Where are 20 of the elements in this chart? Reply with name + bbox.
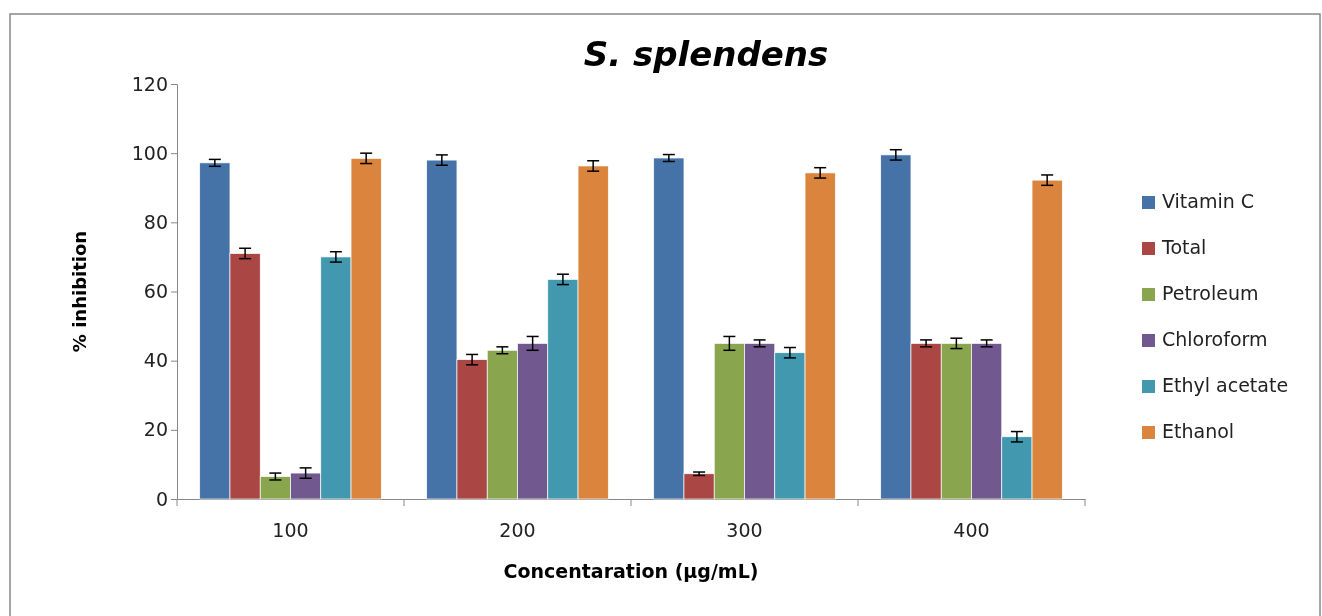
x-tick-label: 200 bbox=[499, 519, 536, 541]
x-tick-label: 400 bbox=[953, 519, 990, 541]
legend-label: Ethanol bbox=[1162, 420, 1235, 442]
y-tick-label: 60 bbox=[143, 280, 168, 303]
chart-title: S. splendens bbox=[583, 34, 829, 74]
x-tick-label: 100 bbox=[272, 519, 309, 541]
x-axis-title: Concentaration (µg/mL) bbox=[503, 560, 759, 582]
legend-label: Total bbox=[1161, 236, 1207, 258]
legend-label: Petroleum bbox=[1162, 282, 1259, 304]
legend-label: Ethyl acetate bbox=[1162, 374, 1289, 396]
y-tick-label: 0 bbox=[155, 487, 168, 510]
legend-label: Vitamin C bbox=[1162, 190, 1255, 212]
x-tick-label: 300 bbox=[726, 519, 763, 541]
legend-label: Chloroform bbox=[1162, 328, 1268, 350]
y-axis-title: % inhibition bbox=[69, 230, 90, 353]
y-tick-label: 40 bbox=[143, 349, 168, 372]
y-tick-label: 120 bbox=[131, 72, 168, 95]
y-tick-label: 80 bbox=[143, 210, 168, 233]
y-tick-label: 100 bbox=[131, 141, 168, 164]
y-tick-label: 20 bbox=[143, 418, 168, 441]
